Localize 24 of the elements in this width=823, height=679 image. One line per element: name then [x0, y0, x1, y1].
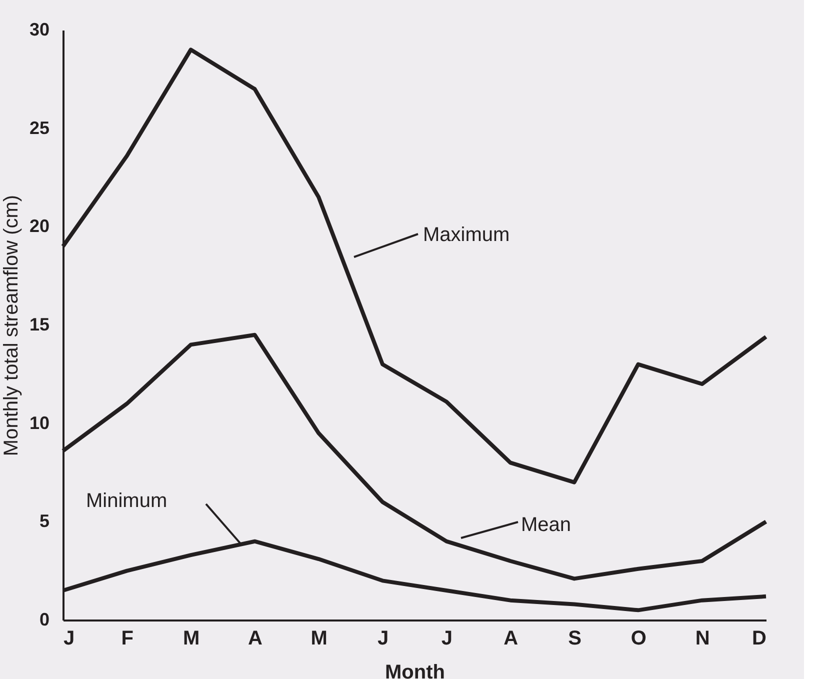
y-axis-title: Monthly total streamflow (cm): [0, 194, 22, 456]
x-tick-label: S: [568, 628, 582, 650]
x-tick-label: N: [695, 628, 710, 650]
x-tick-label: M: [310, 628, 328, 650]
x-tick-label: J: [64, 628, 75, 650]
y-tick-label: 30: [29, 20, 50, 40]
x-tick-label: J: [441, 628, 453, 650]
y-tick-label: 20: [29, 216, 50, 236]
y-tick-label: 10: [29, 412, 50, 433]
annotation: Mean: [521, 514, 572, 536]
y-tick-label: 5: [39, 511, 50, 532]
x-tick-label: O: [630, 628, 646, 650]
x-tick-label: M: [182, 628, 200, 650]
x-tick-label: A: [248, 628, 262, 650]
y-tick-label: 25: [29, 118, 50, 138]
y-tick-label: 0: [39, 610, 50, 630]
annotation: Maximum: [423, 224, 510, 246]
annotation: Minimum: [86, 490, 168, 512]
y-tick-label: 15: [29, 314, 50, 334]
x-tick-label: F: [121, 628, 134, 650]
x-tick-label: J: [377, 628, 389, 650]
x-axis-title: Month: [385, 662, 445, 679]
x-tick-label: A: [504, 628, 518, 650]
x-tick-label: D: [752, 628, 766, 650]
